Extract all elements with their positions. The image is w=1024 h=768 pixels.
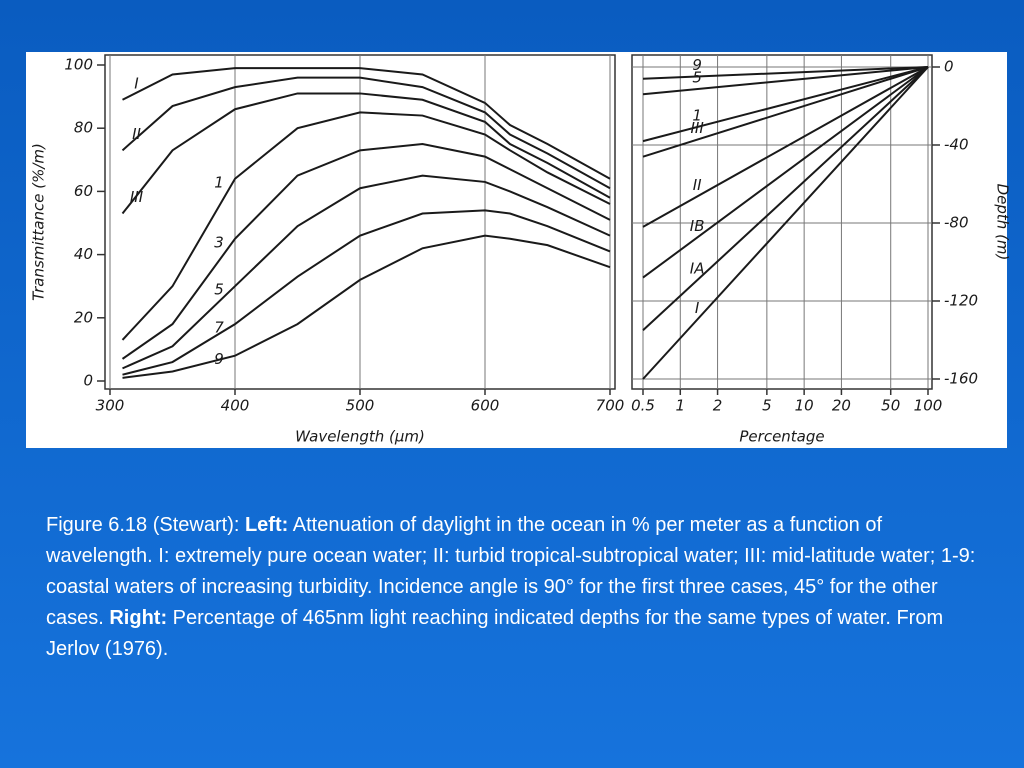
series-label: I xyxy=(134,74,139,92)
series-label: III xyxy=(130,188,144,206)
y-tick-label: -160 xyxy=(944,370,978,388)
y-axis-label: Transmittance (%/m) xyxy=(30,143,48,301)
series-line xyxy=(121,92,611,215)
series-label: 7 xyxy=(214,319,224,337)
y-tick-label: 20 xyxy=(74,308,93,326)
series-label: 9 xyxy=(214,350,224,368)
series-line xyxy=(122,234,611,379)
x-tick-label: 10 xyxy=(795,397,814,415)
x-tick-label: 400 xyxy=(221,397,250,415)
x-tick-label: 100 xyxy=(914,397,943,415)
x-tick-label: 500 xyxy=(346,397,375,415)
series-line xyxy=(642,66,929,228)
series-label: 9 xyxy=(692,56,702,74)
series-label: 5 xyxy=(692,69,702,87)
y-tick-label: 0 xyxy=(944,58,954,76)
series-line xyxy=(121,76,611,190)
y-axis-label: Depth (m) xyxy=(994,184,1012,261)
figure-panel xyxy=(26,52,1007,448)
x-tick-label: 700 xyxy=(596,397,625,415)
caption-text: Figure 6.18 (Stewart): xyxy=(46,514,245,536)
x-axis-label: Percentage xyxy=(739,428,824,446)
series-label: IA xyxy=(690,260,705,278)
series-label: II xyxy=(693,176,702,194)
x-tick-label: 2 xyxy=(713,397,723,415)
series-label: 3 xyxy=(214,233,224,251)
series-line xyxy=(121,111,611,341)
series-label: 5 xyxy=(214,281,224,299)
x-tick-label: 20 xyxy=(832,397,851,415)
y-tick-label: 0 xyxy=(83,372,93,390)
caption-text: Attenuation of daylight in the ocean in … xyxy=(46,514,976,629)
caption-bold: Right: xyxy=(109,607,168,629)
series-line xyxy=(642,66,929,158)
series-line xyxy=(642,66,929,380)
x-tick-label: 0.5 xyxy=(631,397,655,415)
x-tick-label: 50 xyxy=(881,397,900,415)
series-line xyxy=(642,66,929,279)
y-tick-label: 80 xyxy=(74,119,93,137)
series-line xyxy=(122,209,611,376)
series-line xyxy=(642,66,929,96)
y-tick-label: 60 xyxy=(74,182,93,200)
series-line xyxy=(121,142,611,360)
series-line xyxy=(122,67,611,180)
y-tick-label: 40 xyxy=(74,245,93,263)
series-label: I xyxy=(695,299,700,317)
x-tick-label: 300 xyxy=(96,397,125,415)
caption: Figure 6.18 (Stewart): Left: Attenuation… xyxy=(46,510,986,665)
x-axis-label: Wavelength (µm) xyxy=(295,428,425,446)
caption-text: Percentage of 465nm light reaching indic… xyxy=(46,607,944,660)
caption-bold: Left: xyxy=(244,514,289,536)
y-tick-label: -40 xyxy=(944,136,969,154)
y-tick-label: 100 xyxy=(64,56,93,74)
x-tick-label: 600 xyxy=(471,397,500,415)
series-line xyxy=(642,66,929,143)
plot-frame xyxy=(631,54,933,390)
series-label: 1 xyxy=(692,107,702,125)
x-tick-label: 1 xyxy=(676,397,686,415)
series-line xyxy=(122,174,611,370)
series-label: IB xyxy=(690,217,705,235)
series-label: II xyxy=(132,125,141,143)
y-tick-label: -80 xyxy=(944,214,969,232)
series-line xyxy=(642,66,929,331)
series-line xyxy=(642,66,929,80)
series-label: III xyxy=(691,119,705,137)
series-label: 1 xyxy=(214,173,224,191)
y-tick-label: -120 xyxy=(944,292,978,310)
x-tick-label: 5 xyxy=(762,397,772,415)
